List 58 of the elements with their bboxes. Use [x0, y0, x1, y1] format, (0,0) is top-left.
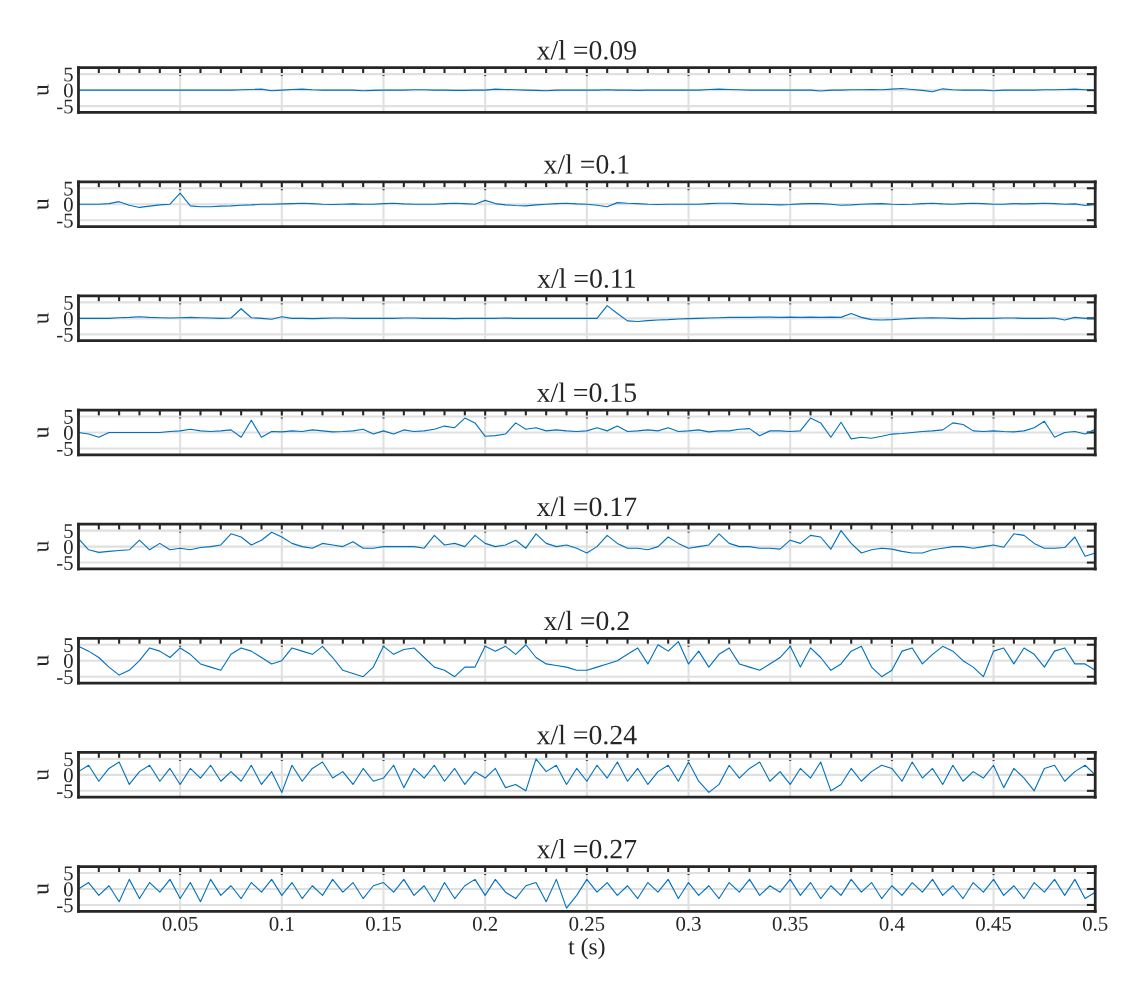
y-tick-label: 0	[63, 311, 73, 326]
x-tick-label: 0.35	[772, 916, 808, 931]
chart-title: x/l =0.17	[536, 496, 637, 517]
y-tick-label: 5	[64, 410, 73, 424]
x-tick-label: 0.05	[162, 916, 198, 931]
y-tick-label: 5	[64, 295, 73, 310]
y-tick-label: 5	[64, 181, 73, 196]
y-tick-label: 5	[64, 67, 73, 82]
x-tick-label: 0.5	[1082, 916, 1108, 931]
chart-title: x/l =0.27	[536, 838, 637, 859]
y-tick-label: -5	[57, 99, 73, 114]
chart-title: x/l =0.1	[543, 154, 629, 174]
x-tick-label: 0.15	[366, 916, 401, 931]
x-tick-label: 0.1	[269, 916, 294, 931]
y-tick-label: 0	[63, 768, 73, 783]
line-series	[78, 417, 1096, 440]
y-tick-label: 0	[63, 425, 73, 440]
y-axis-title: u	[37, 883, 49, 895]
line-series	[78, 192, 1096, 208]
y-tick-label: -5	[57, 442, 73, 456]
y-axis-title: u	[37, 312, 49, 324]
y-tick-label: 0	[63, 882, 73, 897]
x-tick-label: 0.25	[569, 916, 605, 931]
x-tick-label: 0.2	[472, 916, 498, 931]
chart-title: x/l =0.24	[536, 724, 637, 745]
line-series	[78, 640, 1096, 678]
y-tick-label: 0	[63, 539, 73, 555]
y-tick-label: -5	[57, 556, 73, 571]
y-axis-title: u	[37, 541, 49, 553]
chart-title: x/l =0.11	[537, 268, 635, 289]
y-axis-title: u	[37, 426, 49, 439]
line-series	[78, 530, 1096, 557]
y-tick-label: 0	[63, 83, 73, 98]
y-axis-title: u	[37, 198, 49, 210]
y-tick-label: 5	[64, 524, 73, 539]
line-series	[78, 305, 1096, 323]
y-tick-label: 0	[63, 197, 73, 212]
chart-title: x/l =0.15	[536, 382, 637, 403]
y-tick-label: 0	[63, 654, 73, 669]
y-axis-title: u	[37, 655, 49, 667]
y-tick-label: -5	[57, 898, 73, 913]
y-tick-label: -5	[57, 670, 73, 685]
line-series	[78, 878, 1096, 909]
x-tick-label: 0.3	[676, 916, 701, 931]
chart-title: x/l =0.2	[543, 610, 629, 631]
x-axis-title: t (s)	[568, 937, 605, 960]
y-tick-label: -5	[57, 327, 73, 342]
line-series	[78, 758, 1096, 793]
y-axis-title: u	[37, 84, 49, 96]
x-tick-label: 0.45	[976, 916, 1011, 931]
y-tick-label: -5	[57, 213, 73, 228]
chart-title: x/l =0.09	[536, 40, 636, 60]
x-tick-label: 0.4	[879, 916, 905, 931]
y-tick-label: 5	[64, 638, 73, 653]
y-axis-title: u	[37, 769, 49, 781]
y-tick-label: 5	[64, 752, 73, 767]
y-tick-label: 5	[64, 866, 73, 881]
y-tick-label: -5	[57, 784, 73, 799]
